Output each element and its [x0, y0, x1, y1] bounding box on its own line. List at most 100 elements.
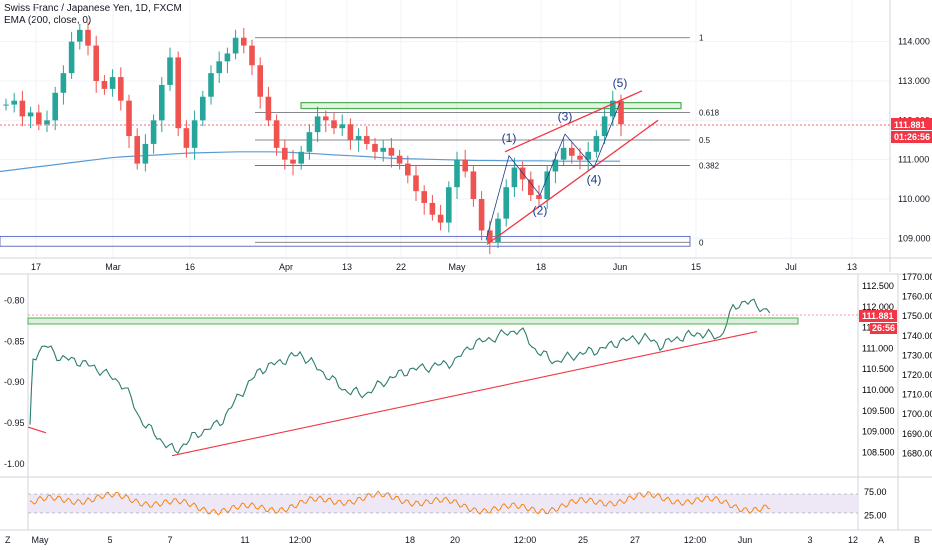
- candle-body-72: [593, 136, 600, 152]
- footer-a: A: [878, 535, 884, 545]
- candle-body-15: [126, 100, 132, 137]
- candle-body-61: [503, 187, 509, 219]
- wave-label-2: (2): [533, 204, 548, 218]
- candle-body-54: [446, 187, 452, 223]
- fib-level-label-4: 0: [699, 238, 704, 247]
- far-tick-3: 1740.00: [902, 331, 932, 341]
- candle-body-62: [511, 167, 518, 188]
- left-tick-0: -0.80: [4, 296, 25, 306]
- candle-body-74: [610, 100, 616, 117]
- far-tick-5: 1720.00: [902, 370, 932, 380]
- candle-body-43: [355, 136, 362, 140]
- countdown-value: 01:26:56: [894, 132, 930, 142]
- candle-body-73: [601, 116, 608, 137]
- wave-label-1: (1): [502, 131, 517, 145]
- candle-body-0: [3, 104, 9, 106]
- elliott-wave-path: [485, 102, 621, 241]
- intraday-countdown-badge: [870, 323, 897, 334]
- candle-body-49: [405, 163, 411, 176]
- countdown-badge: [891, 131, 932, 144]
- ema-line: [0, 151, 620, 173]
- candle-body-24: [200, 96, 206, 121]
- mid-tick-1: 112.000: [862, 302, 894, 312]
- fib-level-label-2: 0.5: [699, 136, 711, 145]
- candle-body-1: [11, 100, 17, 105]
- mid-tick-0: 112.500: [862, 281, 894, 291]
- time-tick-9: 15: [691, 262, 701, 272]
- candle-body-17: [142, 143, 149, 164]
- candle-body-26: [216, 61, 222, 74]
- candle-body-31: [257, 65, 263, 97]
- intraday-time-tick-0: May: [31, 535, 49, 545]
- intraday-trendline: [171, 330, 758, 457]
- intraday-time-tick-3: 11: [240, 535, 249, 545]
- far-tick-4: 1730.00: [902, 350, 932, 360]
- candle-body-52: [429, 202, 436, 215]
- candle-body-60: [495, 218, 501, 243]
- intraday-time-tick-6: 20: [450, 535, 460, 545]
- candle-body-27: [224, 53, 231, 62]
- candle-body-47: [388, 147, 395, 156]
- candle-body-32: [265, 96, 272, 121]
- candle-body-19: [159, 84, 165, 121]
- fib-level-label-1: 0.618: [699, 108, 720, 117]
- wave-label-5: (5): [613, 76, 628, 90]
- time-tick-1: Mar: [105, 262, 121, 272]
- mid-tick-8: 108.500: [862, 447, 895, 457]
- resistance-zone: [300, 102, 682, 110]
- time-tick-5: 22: [396, 262, 406, 272]
- candle-body-12: [101, 81, 108, 89]
- last-price-value: 111.881: [894, 120, 926, 130]
- candle-body-34: [282, 147, 288, 160]
- symbol-title: Swiss Franc / Japanese Yen, 1D, FXCM: [4, 3, 182, 14]
- wedge-lower-line: [486, 119, 659, 245]
- footer-z: Z: [5, 535, 11, 545]
- candle-body-16: [134, 136, 140, 164]
- intraday-time-tick-13: 12: [848, 535, 858, 545]
- mid-tick-7: 109.000: [862, 427, 895, 437]
- ema-indicator-label[interactable]: EMA (200, close, 0): [4, 15, 92, 26]
- candle-body-33: [273, 120, 280, 148]
- candle-body-58: [478, 199, 485, 231]
- fib-level-label-0: 1: [699, 34, 704, 43]
- price-tick-1: 110.000: [898, 194, 930, 204]
- last-price-badge: [891, 118, 932, 131]
- intraday-time-tick-2: 7: [167, 535, 172, 545]
- far-tick-9: 1680.00: [902, 448, 932, 458]
- mid-tick-4: 110.500: [862, 364, 894, 374]
- intraday-resistance-zone: [27, 317, 799, 325]
- candle-body-64: [528, 179, 534, 196]
- mid-tick-5: 110.000: [862, 385, 894, 395]
- intraday-time-tick-1: 5: [107, 535, 112, 545]
- candle-body-55: [454, 159, 460, 188]
- candle-body-41: [339, 124, 345, 129]
- intraday-time-tick-10: 12:00: [684, 535, 707, 545]
- candle-body-11: [93, 45, 99, 81]
- candle-body-5: [44, 120, 50, 125]
- candle-body-7: [60, 73, 67, 93]
- candle-body-65: [536, 195, 542, 199]
- candle-body-53: [437, 214, 444, 223]
- intraday-price-value: 111.881: [862, 311, 894, 321]
- intraday-time-tick-7: 12:00: [514, 535, 537, 545]
- far-tick-0: 1770.00: [902, 272, 932, 282]
- candle-body-39: [323, 116, 329, 121]
- fib-level-label-3: 0.382: [699, 162, 720, 171]
- candle-body-57: [470, 171, 477, 199]
- time-tick-3: Apr: [279, 262, 293, 272]
- candle-body-36: [298, 151, 304, 164]
- far-tick-7: 1700.00: [902, 409, 932, 419]
- intraday-price-badge: [859, 310, 897, 322]
- intraday-time-tick-11: Jun: [738, 535, 753, 545]
- candle-body-45: [372, 143, 378, 152]
- intraday-time-tick-5: 18: [405, 535, 415, 545]
- candle-body-9: [77, 29, 83, 42]
- candle-body-71: [585, 151, 591, 160]
- left-tick-2: -0.90: [4, 377, 25, 387]
- candle-body-14: [118, 77, 124, 101]
- time-tick-2: 16: [185, 262, 195, 272]
- price-tick-2: 111.000: [898, 155, 929, 165]
- candle-body-69: [569, 147, 575, 156]
- chart-legend: Swiss Franc / Japanese Yen, 1D, FXCM EMA…: [4, 3, 182, 27]
